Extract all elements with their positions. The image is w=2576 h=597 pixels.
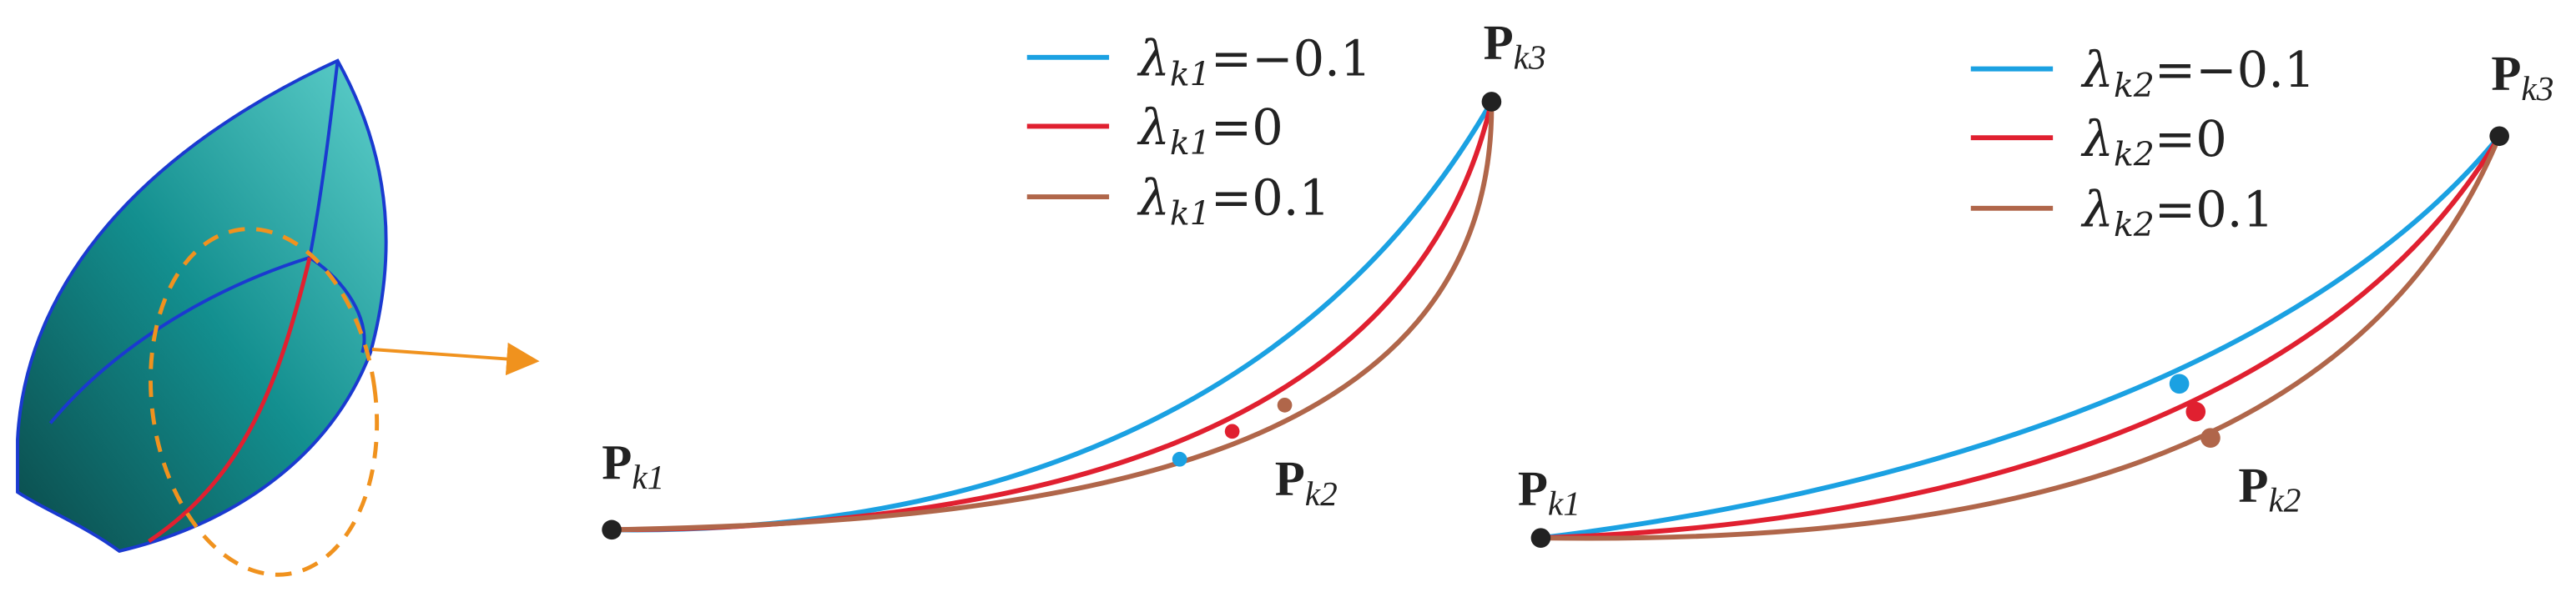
point-label: Pk3: [1484, 15, 1546, 77]
point-label: Pk2: [2238, 458, 2301, 519]
legend-symbol: λ: [2081, 180, 2114, 238]
legend-subscript: k2: [2114, 206, 2155, 244]
legend-subscript: k1: [1170, 194, 1211, 233]
point-subscript: k3: [2521, 69, 2553, 108]
legend-symbol: λ: [1137, 169, 1170, 227]
legend-subscript: k1: [1170, 124, 1211, 163]
point-label: Pk1: [1518, 461, 1580, 523]
legend-value: =0: [2155, 110, 2227, 168]
point-subscript: k2: [2268, 481, 2301, 519]
point-letter: P: [1484, 15, 1514, 70]
legend-value: =0.1: [1211, 169, 1330, 227]
point-letter: P: [2238, 458, 2268, 513]
point-subscript: k2: [1305, 474, 1338, 513]
point-subscript: k3: [1514, 38, 1546, 77]
legend-subscript: k2: [2114, 67, 2155, 105]
legend-subscript: k2: [2114, 136, 2155, 174]
point-letter: P: [602, 434, 632, 489]
legend-value: =0: [1211, 98, 1283, 156]
point-letter: P: [1275, 451, 1305, 506]
legend-value: =−0.1: [2155, 41, 2316, 98]
legend-label: λk2=0.1: [2081, 180, 2275, 244]
legend-label: λk1=0: [1137, 98, 1283, 163]
legend-label: λk1=0.1: [1137, 169, 1331, 233]
point-letter: P: [2491, 46, 2521, 101]
point-label: Pk2: [1275, 451, 1338, 513]
legend-symbol: λ: [2081, 41, 2114, 98]
point-label: Pk1: [602, 434, 664, 496]
legend-value: =0.1: [2155, 180, 2274, 238]
legend-symbol: λ: [1137, 98, 1170, 156]
legend-value: =−0.1: [1211, 29, 1372, 87]
curves-panel-1: [602, 92, 1501, 539]
figure: λk1=−0.1λk1=0λk1=0.1Pk1Pk2Pk3λk2=−0.1λk2…: [0, 0, 2576, 597]
point-subscript: k1: [632, 458, 664, 496]
surface-model: [18, 61, 533, 589]
legend-subscript: k1: [1170, 55, 1211, 93]
legend-label: λk2=−0.1: [2081, 41, 2316, 105]
point-letter: P: [1518, 461, 1548, 516]
legend-symbol: λ: [1137, 29, 1170, 87]
point-subscript: k1: [1548, 484, 1580, 523]
legend-symbol: λ: [2081, 110, 2114, 168]
curves-panel-2: [1531, 126, 2509, 548]
point-label: Pk3: [2491, 46, 2553, 108]
legend-label: λk2=0: [2081, 110, 2227, 174]
legend-label: λk1=−0.1: [1137, 29, 1372, 93]
